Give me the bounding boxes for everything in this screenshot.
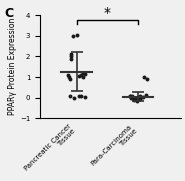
Point <box>80 94 83 97</box>
Point <box>69 94 72 97</box>
Point <box>81 71 84 74</box>
Point <box>134 96 137 99</box>
Point <box>137 95 140 98</box>
Point <box>130 94 133 97</box>
Point <box>138 94 141 97</box>
Point <box>129 94 132 97</box>
Point <box>136 96 139 99</box>
Point <box>84 73 87 75</box>
Point <box>70 57 73 60</box>
Point <box>145 93 148 96</box>
Point <box>79 73 82 76</box>
Point <box>145 78 148 81</box>
Point <box>142 76 145 79</box>
Point <box>77 94 80 97</box>
Point <box>133 98 136 101</box>
Point <box>142 95 145 98</box>
Point <box>77 75 80 77</box>
Point <box>67 76 70 79</box>
Point <box>76 33 79 36</box>
Point <box>69 55 72 58</box>
Text: *: * <box>104 6 111 20</box>
Point <box>69 53 72 56</box>
Point <box>133 96 136 99</box>
Text: C: C <box>5 7 14 20</box>
Point <box>135 99 138 102</box>
Point <box>84 95 87 98</box>
Point <box>139 97 142 100</box>
Point <box>128 94 131 97</box>
Point <box>130 96 133 99</box>
Point <box>73 96 76 99</box>
Point <box>82 76 85 79</box>
Point <box>69 78 72 81</box>
Point <box>72 34 75 37</box>
Y-axis label: PPARγ Protein Expression: PPARγ Protein Expression <box>8 18 17 115</box>
Point <box>138 95 141 98</box>
Point <box>131 95 134 98</box>
Point <box>66 73 69 76</box>
